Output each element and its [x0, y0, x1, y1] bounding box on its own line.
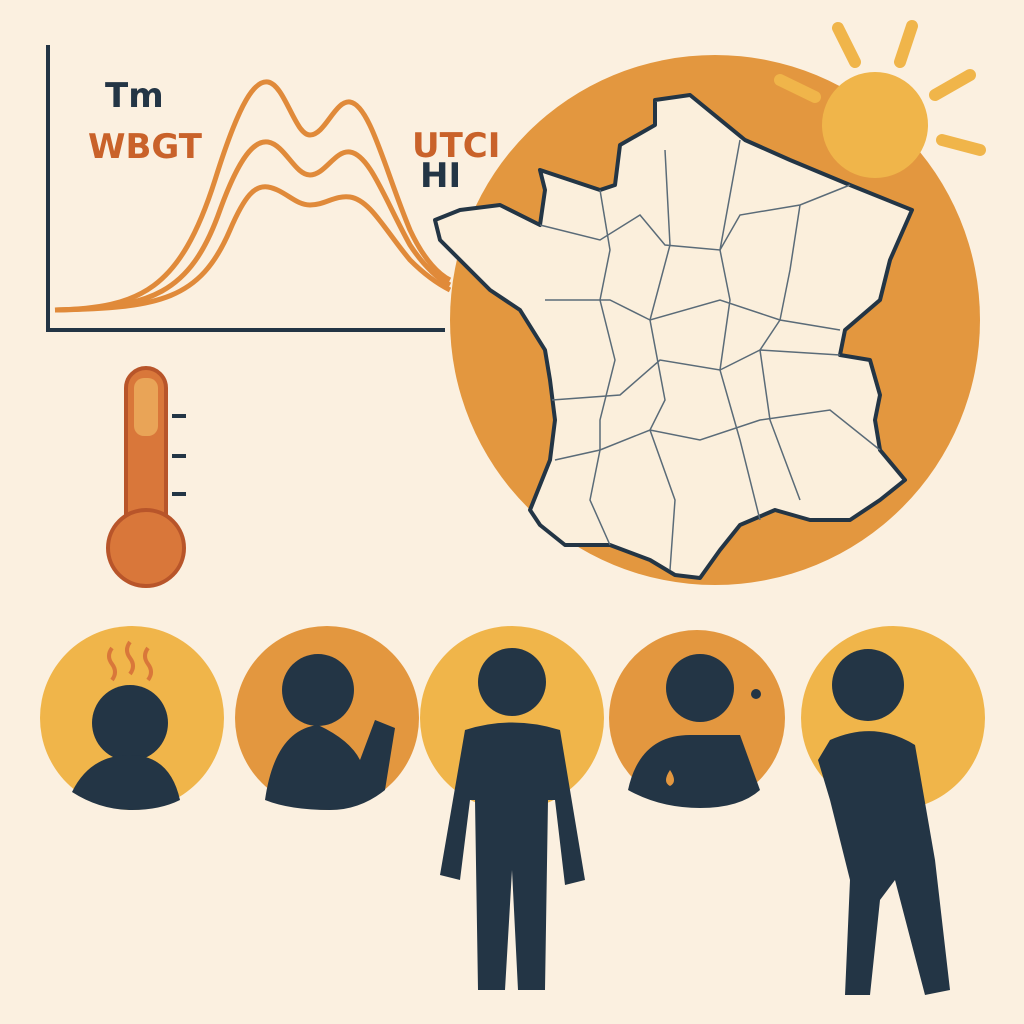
label-utci: UTCI: [412, 126, 500, 166]
symptom-dizziness: [801, 626, 985, 995]
symptom-muscle-cramp: [420, 626, 604, 990]
curve-utci: [54, 79, 452, 313]
label-hi: HI: [420, 156, 461, 196]
chart-axes: [46, 45, 445, 332]
index-chart: Tm WBGT UTCI HI: [46, 45, 500, 332]
france-map: [433, 93, 914, 580]
symptom-drinking-water: [235, 626, 419, 810]
symptom-sweating: [609, 630, 785, 808]
sun-icon: [774, 20, 986, 178]
curve-wbgt: [54, 139, 452, 313]
curve-hi: [54, 184, 452, 313]
label-tm: Tm: [105, 76, 164, 116]
symptom-heat-headache: [40, 626, 224, 810]
thermometer-icon: [106, 366, 186, 588]
label-wbgt: WBGT: [88, 127, 203, 167]
